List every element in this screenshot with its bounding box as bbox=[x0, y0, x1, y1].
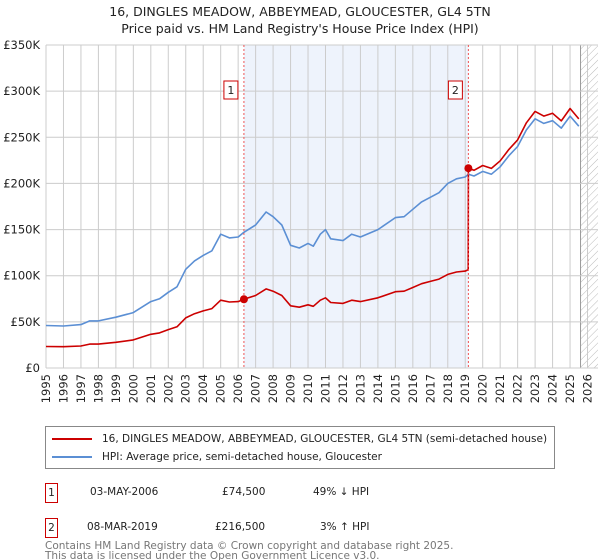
x-tick-label: 2009 bbox=[284, 374, 298, 403]
x-tick-label: 2017 bbox=[423, 374, 437, 403]
sale-label: 2 bbox=[452, 84, 459, 97]
legend-label: HPI: Average price, semi-detached house,… bbox=[102, 451, 382, 463]
x-tick-label: 2023 bbox=[528, 374, 542, 403]
x-tick-label: 1995 bbox=[39, 374, 53, 403]
chart-legend: 16, DINGLES MEADOW, ABBEYMEAD, GLOUCESTE… bbox=[45, 426, 555, 469]
x-tick-label: 1997 bbox=[74, 374, 88, 403]
transaction-price: £74,500 bbox=[222, 486, 266, 498]
x-tick-label: 2002 bbox=[161, 374, 175, 403]
y-tick-label: £350K bbox=[3, 38, 40, 52]
x-tick-label: 2021 bbox=[493, 374, 507, 403]
transaction-hpi: 3% ↑ HPI bbox=[320, 521, 370, 533]
y-tick-label: £50K bbox=[11, 315, 41, 329]
y-tick-label: £200K bbox=[3, 176, 40, 190]
x-tick-label: 2022 bbox=[511, 374, 525, 403]
sale-point bbox=[464, 164, 473, 173]
x-tick-label: 2010 bbox=[301, 374, 315, 403]
footer-line: This data is licensed under the Open Gov… bbox=[45, 550, 380, 560]
x-tick-label: 2001 bbox=[144, 374, 158, 403]
transaction-date: 03-MAY-2006 bbox=[90, 486, 159, 498]
x-tick-label: 2024 bbox=[546, 374, 560, 403]
legend-label: 16, DINGLES MEADOW, ABBEYMEAD, GLOUCESTE… bbox=[102, 433, 548, 445]
series-line bbox=[45, 107, 580, 348]
sale-label-box bbox=[447, 80, 463, 100]
legend-item-property: 16, DINGLES MEADOW, ABBEYMEAD, GLOUCESTE… bbox=[52, 431, 547, 447]
x-tick-label: 2018 bbox=[441, 374, 455, 403]
x-tick-label: 1996 bbox=[56, 374, 70, 403]
y-tick-label: £300K bbox=[3, 84, 40, 98]
footer-line: Contains HM Land Registry data © Crown c… bbox=[45, 540, 454, 552]
x-tick-label: 2015 bbox=[388, 374, 402, 403]
price-chart: £0 £50K £100K £150K £200K £250K £300K £350K 1995… bbox=[3, 38, 598, 403]
x-tick-label: 2005 bbox=[214, 374, 228, 403]
x-tick-label: 1999 bbox=[109, 374, 123, 403]
x-tick-label: 2019 bbox=[458, 374, 472, 403]
x-tick-label: 2000 bbox=[126, 374, 140, 403]
sale-point bbox=[239, 295, 248, 304]
chart-title: 16, DINGLES MEADOW, ABBEYMEAD, GLOUCESTE… bbox=[109, 4, 491, 19]
forecast-hatch bbox=[580, 45, 598, 368]
transaction-badge: 2 bbox=[45, 518, 58, 538]
transaction-price: £216,500 bbox=[215, 521, 266, 533]
highlight-span bbox=[243, 45, 469, 368]
x-tick-label: 2003 bbox=[179, 374, 193, 403]
x-tick-label: 2012 bbox=[336, 374, 350, 403]
x-tick-label: 2006 bbox=[231, 374, 245, 403]
sale-label-box bbox=[223, 80, 239, 100]
y-tick-label: £0 bbox=[25, 361, 40, 375]
sale-label: 1 bbox=[227, 84, 234, 97]
y-tick-label: £250K bbox=[3, 130, 40, 144]
y-tick-label: £150K bbox=[3, 223, 40, 237]
transaction-hpi: 49% ↓ HPI bbox=[313, 486, 370, 498]
x-tick-label: 2016 bbox=[406, 374, 420, 403]
x-tick-label: 2011 bbox=[318, 374, 332, 403]
transaction-badge: 1 bbox=[45, 483, 58, 503]
y-tick-label: £100K bbox=[3, 269, 40, 283]
series-line bbox=[45, 115, 580, 327]
transaction-date: 08-MAR-2019 bbox=[87, 521, 158, 533]
x-tick-label: 2025 bbox=[563, 374, 577, 403]
x-tick-label: 2007 bbox=[249, 374, 263, 403]
x-tick-label: 2008 bbox=[266, 374, 280, 403]
x-tick-label: 2014 bbox=[371, 374, 385, 403]
chart-subtitle: Price paid vs. HM Land Registry's House … bbox=[121, 21, 479, 36]
x-tick-label: 2026 bbox=[581, 374, 595, 403]
footer: Contains HM Land Registry data © Crown c… bbox=[45, 541, 453, 560]
legend-swatch-blue bbox=[52, 456, 92, 458]
x-tick-label: 2013 bbox=[353, 374, 367, 403]
x-tick-label: 1998 bbox=[91, 374, 105, 403]
legend-item-hpi: HPI: Average price, semi-detached house,… bbox=[52, 449, 382, 465]
legend-swatch-red bbox=[52, 438, 92, 440]
x-tick-label: 2004 bbox=[196, 374, 210, 403]
x-tick-label: 2020 bbox=[476, 374, 490, 403]
